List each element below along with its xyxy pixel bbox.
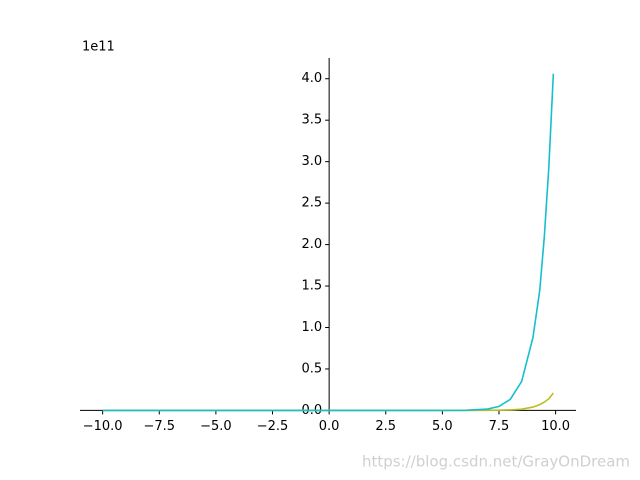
watermark: https://blog.csdn.net/GrayOnDream [362,453,630,471]
y-tick-label: 3.5 [301,113,322,128]
y-tick-label: 1.0 [301,320,322,335]
y-tick-label: 2.5 [301,196,322,211]
x-tick-label: 2.5 [375,419,396,434]
x-tick-label: 5.0 [432,419,453,434]
line-series [102,392,554,412]
x-tick-label: 0.0 [319,419,340,434]
x-tick-label: 7.5 [489,419,510,434]
x-tick-label: 10.0 [541,419,570,434]
x-tick-label: −7.5 [143,419,175,434]
y-tick-label: 3.0 [301,154,322,169]
y-tick-label: 2.0 [301,237,322,252]
x-tick-label: −5.0 [200,419,232,434]
y-tick-label: 4.0 [301,71,322,86]
y-tick-label: 0.5 [301,361,322,376]
x-tick-label: −10.0 [83,419,123,434]
y-tick-label: 1.5 [301,279,322,294]
x-tick-label: −2.5 [257,419,289,434]
line-series [102,73,555,412]
offset-label: 1e11 [82,40,115,55]
